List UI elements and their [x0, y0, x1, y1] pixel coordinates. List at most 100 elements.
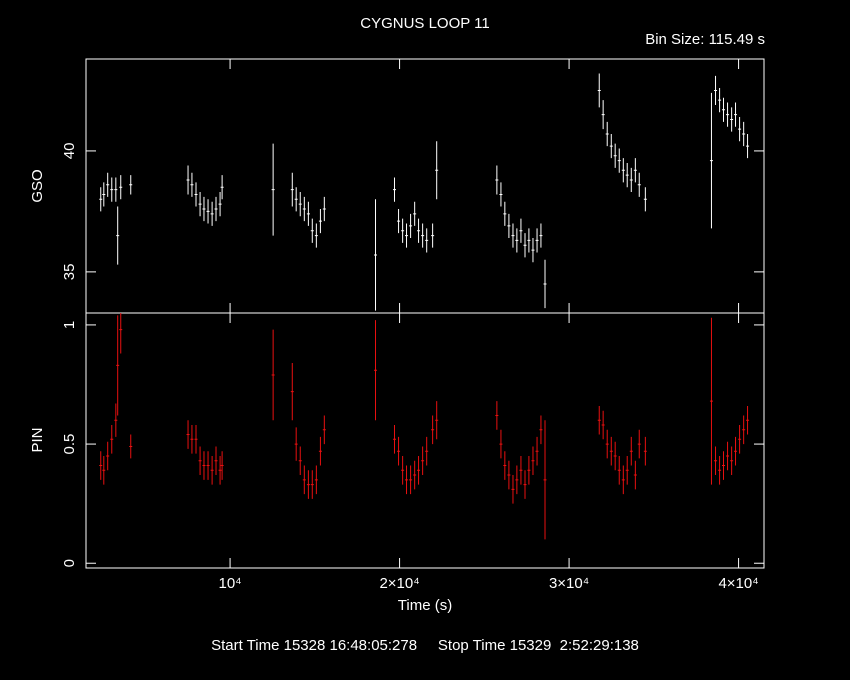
error-bar-point: [431, 415, 435, 445]
error-bar-point: [507, 460, 511, 490]
error-bar-point: [519, 455, 523, 485]
error-bar-point: [625, 455, 629, 485]
error-bar-point: [374, 320, 378, 421]
error-bar-point: [523, 233, 527, 258]
bin-size: Bin Size: 115.49 s: [645, 31, 765, 48]
error-bar-point: [114, 177, 118, 202]
error-bar-point: [206, 451, 210, 480]
error-bar-point: [714, 446, 718, 476]
error-bar-point: [190, 425, 194, 454]
error-bar-point: [116, 206, 120, 265]
error-bar-point: [613, 143, 617, 168]
error-bar-point: [214, 196, 218, 222]
error-bar-point: [527, 455, 531, 485]
error-bar-point: [214, 446, 218, 476]
error-bar-point: [294, 187, 298, 212]
error-bar-point: [110, 177, 114, 202]
error-bar-point: [417, 455, 421, 485]
error-bar-point: [218, 455, 222, 485]
error-bar-point: [617, 455, 621, 485]
error-bar-point: [527, 228, 531, 253]
error-bar-point: [742, 121, 746, 147]
error-bar-point: [218, 192, 222, 217]
error-bar-point: [413, 201, 417, 226]
error-bar-point: [543, 420, 547, 540]
error-bar-point: [401, 218, 405, 243]
error-bar-point: [601, 410, 605, 440]
error-bar-point: [318, 436, 322, 466]
error-bar-point: [629, 167, 633, 193]
error-bar-point: [435, 141, 439, 200]
error-bar-point: [310, 470, 314, 499]
error-bar-point: [515, 228, 519, 253]
error-bar-point: [322, 196, 326, 222]
error-bar-point: [271, 143, 275, 236]
error-bar-point: [210, 455, 214, 485]
error-bar-point: [535, 436, 539, 466]
chart-title: CYGNUS LOOP 11: [360, 15, 490, 32]
error-bar-point: [621, 158, 625, 183]
error-bar-point: [721, 97, 725, 122]
error-bar-point: [539, 415, 543, 445]
error-bar-point: [306, 470, 310, 499]
error-bar-point: [431, 223, 435, 248]
error-bar-point: [738, 425, 742, 454]
error-bar-point: [499, 429, 503, 459]
error-bar-point: [129, 175, 133, 195]
error-bar-point: [409, 213, 413, 239]
error-bar-point: [421, 223, 425, 248]
error-bar-point: [374, 199, 378, 311]
error-bar-point: [629, 436, 633, 466]
error-bar-point: [116, 315, 120, 416]
panel-frame: [85, 312, 765, 569]
error-bar-point: [539, 223, 543, 248]
error-bar-point: [186, 165, 190, 195]
error-bar-point: [742, 415, 746, 445]
error-bar-point: [435, 401, 439, 440]
error-bar-point: [119, 175, 123, 200]
error-bar-point: [734, 102, 738, 127]
error-bar-point: [718, 88, 722, 113]
error-bar-point: [290, 172, 294, 207]
error-bar-point: [734, 436, 738, 466]
error-bar-point: [499, 182, 503, 207]
error-bar-point: [409, 465, 413, 495]
error-bar-point: [106, 172, 110, 197]
error-bar-point: [271, 329, 275, 421]
error-bar-point: [392, 425, 396, 454]
error-bar-point: [597, 405, 601, 435]
y-tick-label: 35: [61, 264, 78, 281]
error-bar-point: [543, 259, 547, 309]
error-bar-point: [294, 427, 298, 461]
error-bar-point: [633, 158, 637, 183]
error-bar-point: [392, 177, 396, 202]
error-bar-point: [746, 133, 750, 159]
error-bar-point: [531, 446, 535, 476]
error-bar-point: [425, 228, 429, 253]
error-bar-point: [99, 187, 103, 212]
error-bar-point: [625, 163, 629, 188]
error-bar-point: [405, 465, 409, 495]
error-bar-point: [314, 223, 318, 248]
error-bar-point: [605, 429, 609, 459]
error-bar-point: [397, 208, 401, 234]
error-bar-point: [643, 187, 647, 212]
error-bar-point: [190, 172, 194, 197]
error-bar-point: [102, 455, 106, 485]
error-bar-point: [633, 460, 637, 490]
error-bar-point: [730, 107, 734, 132]
error-bar-point: [194, 182, 198, 207]
error-bar-point: [503, 201, 507, 226]
error-bar-point: [186, 420, 190, 449]
error-bar-point: [718, 455, 722, 485]
y-tick-label: 0.5: [61, 434, 78, 455]
y-tick-label: 40: [61, 143, 78, 160]
error-bar-point: [119, 313, 123, 354]
error-bar-point: [102, 182, 106, 207]
error-bar-point: [114, 403, 118, 437]
error-bar-point: [637, 172, 641, 197]
error-bar-point: [637, 429, 641, 459]
error-bar-point: [198, 192, 202, 217]
error-bar-point: [110, 425, 114, 454]
